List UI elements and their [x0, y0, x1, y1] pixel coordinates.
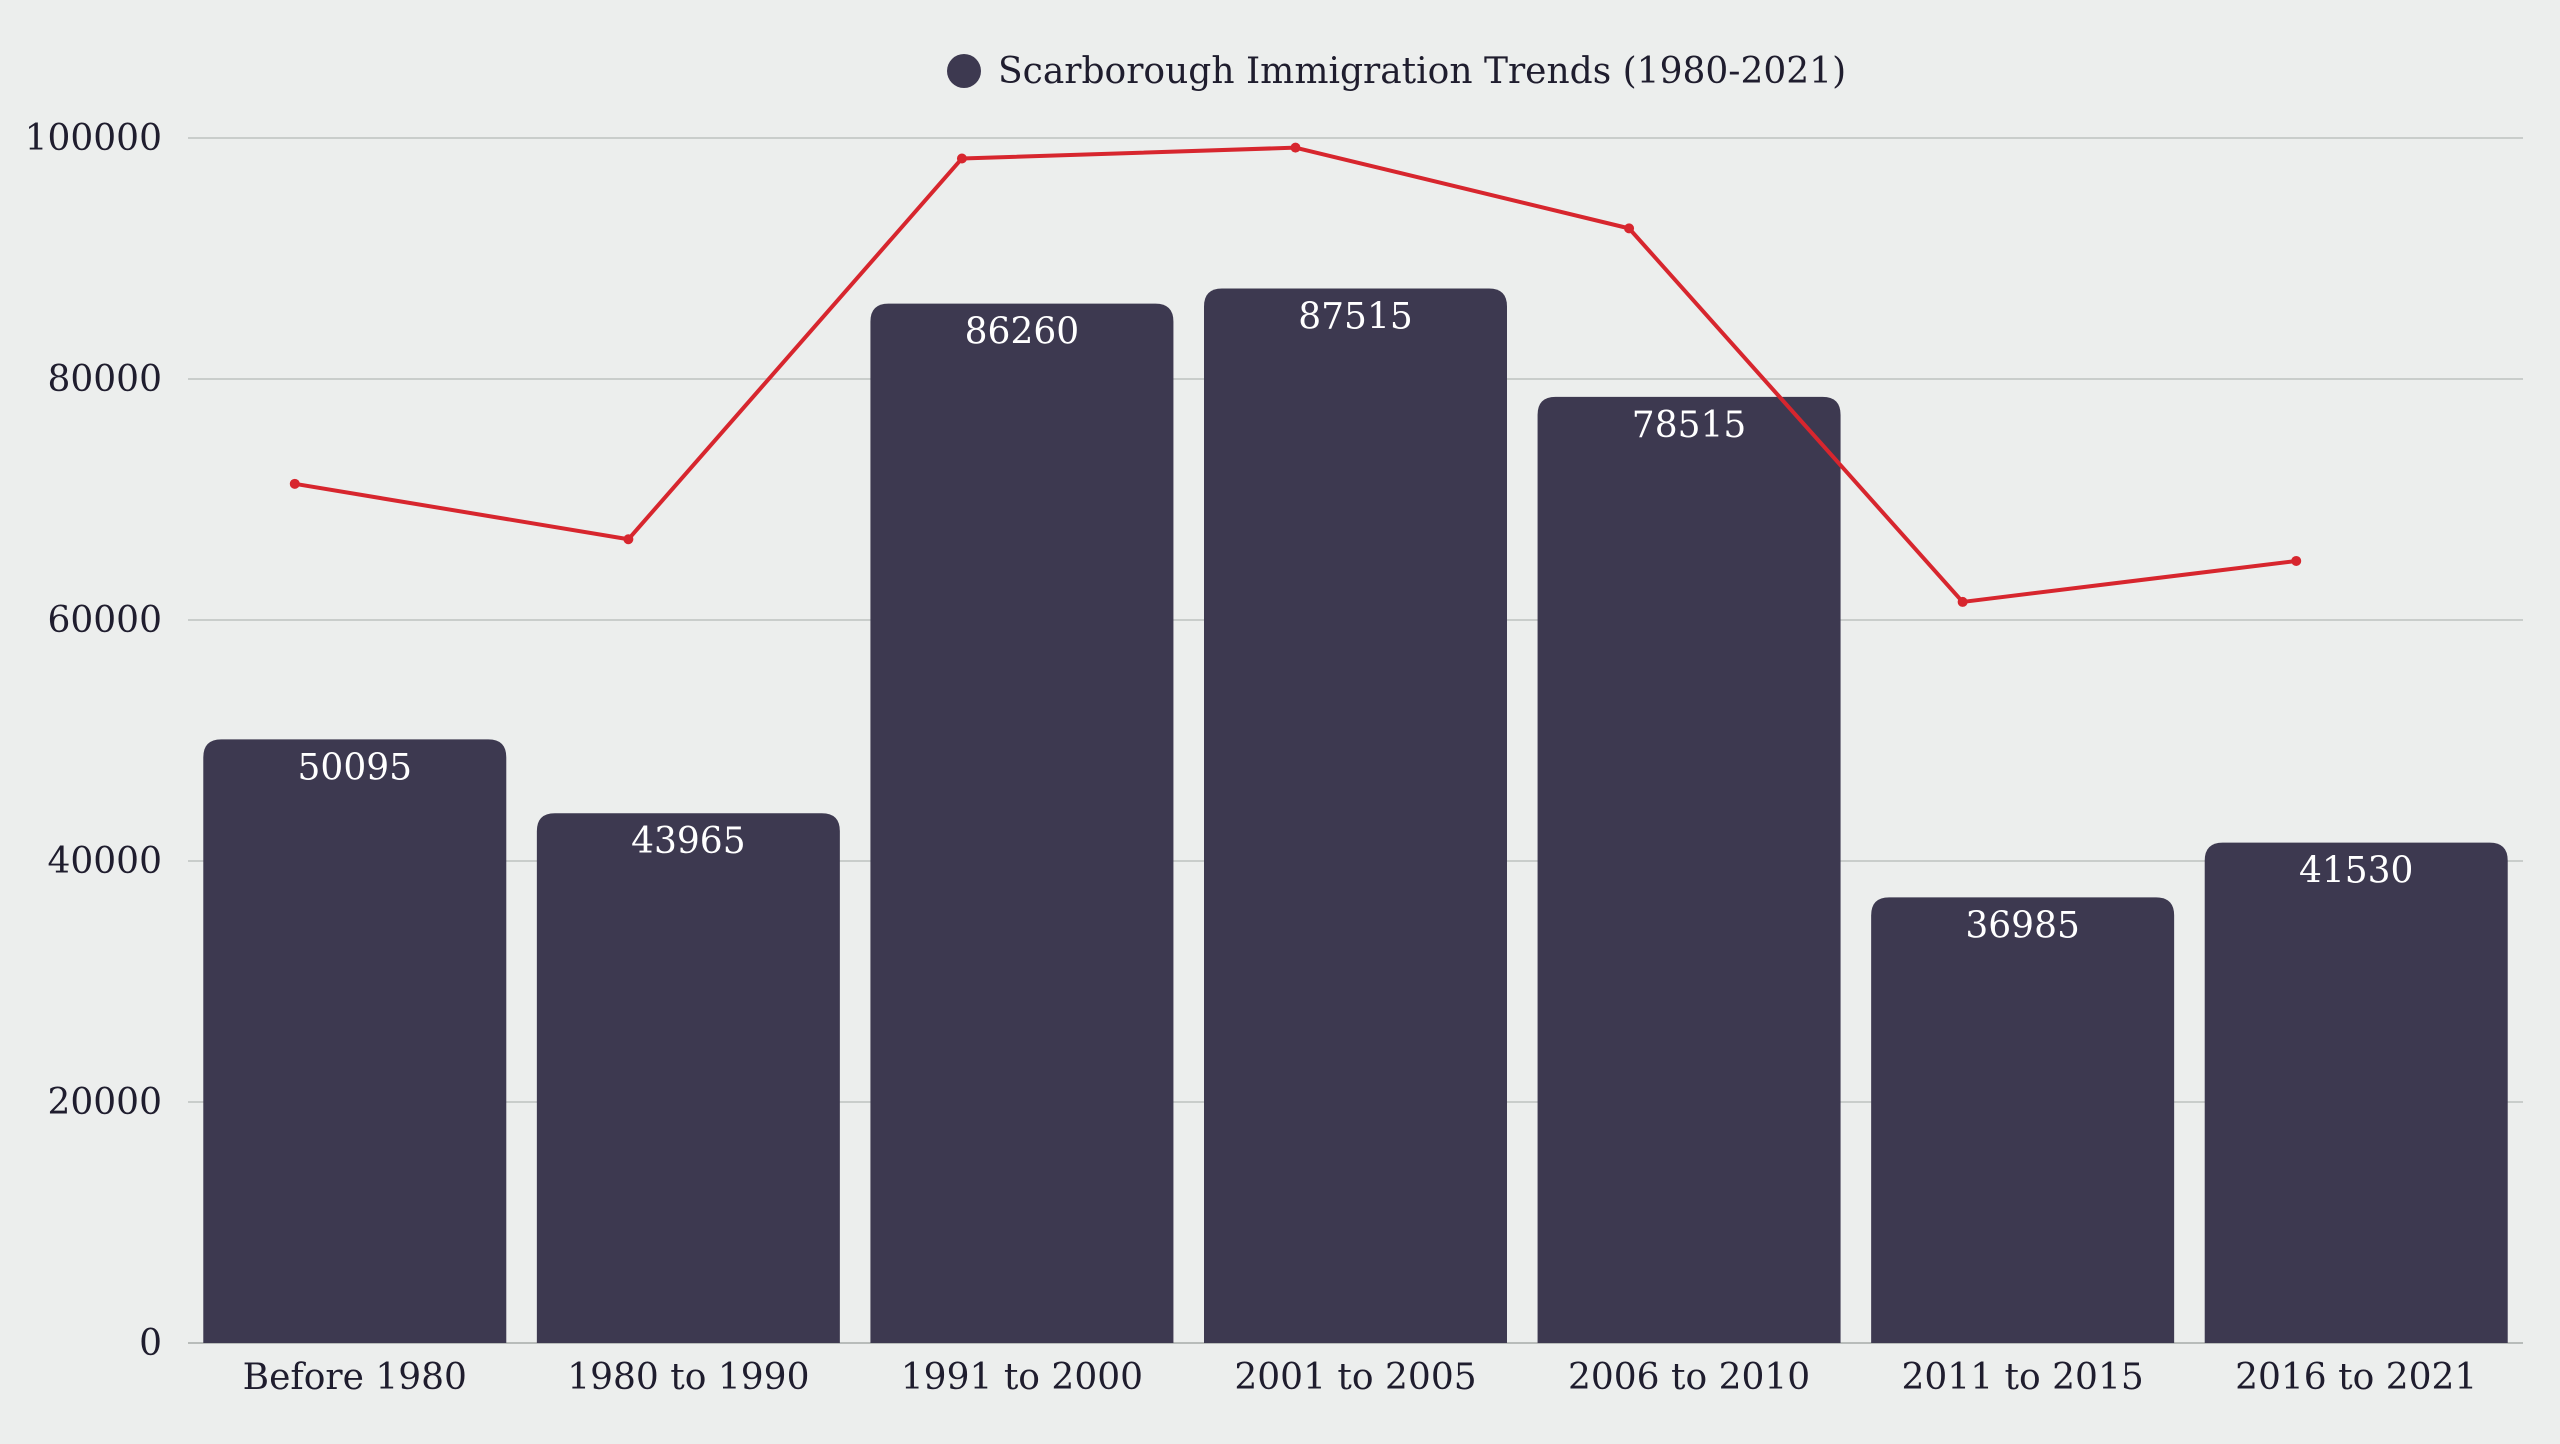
line-layer: [289, 142, 2302, 607]
x-tick-label: 2016 to 2021: [2235, 1357, 2477, 1398]
line-point[interactable]: [1624, 223, 1635, 234]
x-tick-label: 1980 to 1990: [567, 1357, 809, 1398]
x-axis: Before 1980 1980 to 1990 1991 to 2000 2001 …: [243, 1357, 2478, 1398]
x-tick-label: 2001 to 2005: [1234, 1357, 1476, 1398]
y-tick-label: 60000: [47, 600, 162, 641]
bar-value-label: 41530: [2299, 851, 2414, 892]
bar-value-label: 86260: [965, 312, 1080, 353]
x-tick-label: 1991 to 2000: [901, 1357, 1143, 1398]
bar[interactable]: [2204, 842, 2508, 1343]
bar[interactable]: [1537, 396, 1841, 1343]
line-point[interactable]: [289, 478, 300, 489]
x-tick-label: 2006 to 2010: [1568, 1357, 1810, 1398]
bar[interactable]: [203, 739, 507, 1343]
x-tick-label: 2011 to 2015: [1902, 1357, 2144, 1398]
y-tick-label: 20000: [47, 1082, 162, 1123]
line-point[interactable]: [956, 153, 967, 164]
bar[interactable]: [536, 813, 840, 1343]
y-tick-label: 0: [139, 1323, 162, 1364]
legend-label: Scarborough Immigration Trends (1980-202…: [998, 51, 1846, 92]
legend-swatch: [947, 54, 981, 88]
bar[interactable]: [870, 303, 1174, 1343]
y-tick-label: 80000: [47, 359, 162, 400]
x-tick-label: Before 1980: [243, 1357, 467, 1398]
line-point[interactable]: [1290, 142, 1301, 153]
line-point[interactable]: [623, 534, 634, 545]
bar-layer: [203, 288, 2508, 1344]
bar[interactable]: [1204, 288, 1507, 1344]
bar-value-label: 87515: [1298, 296, 1413, 337]
line-point[interactable]: [1957, 596, 1968, 607]
bar-value-label: 50095: [298, 747, 413, 788]
bar-value-label: 43965: [631, 821, 746, 862]
bar-value-label: 36985: [1965, 905, 2080, 946]
bar-value-label: 78515: [1632, 405, 1747, 446]
y-tick-label: 100000: [25, 118, 162, 159]
y-tick-label: 40000: [47, 841, 162, 882]
legend[interactable]: Scarborough Immigration Trends (1980-202…: [947, 51, 1846, 92]
line-point[interactable]: [2291, 555, 2302, 566]
bar[interactable]: [1871, 897, 2175, 1343]
y-axis: 0 20000 40000 60000 80000 100000: [25, 118, 162, 1364]
data-label-layer: 50095 43965 86260 87515 78515 36985 41530: [298, 296, 2414, 946]
